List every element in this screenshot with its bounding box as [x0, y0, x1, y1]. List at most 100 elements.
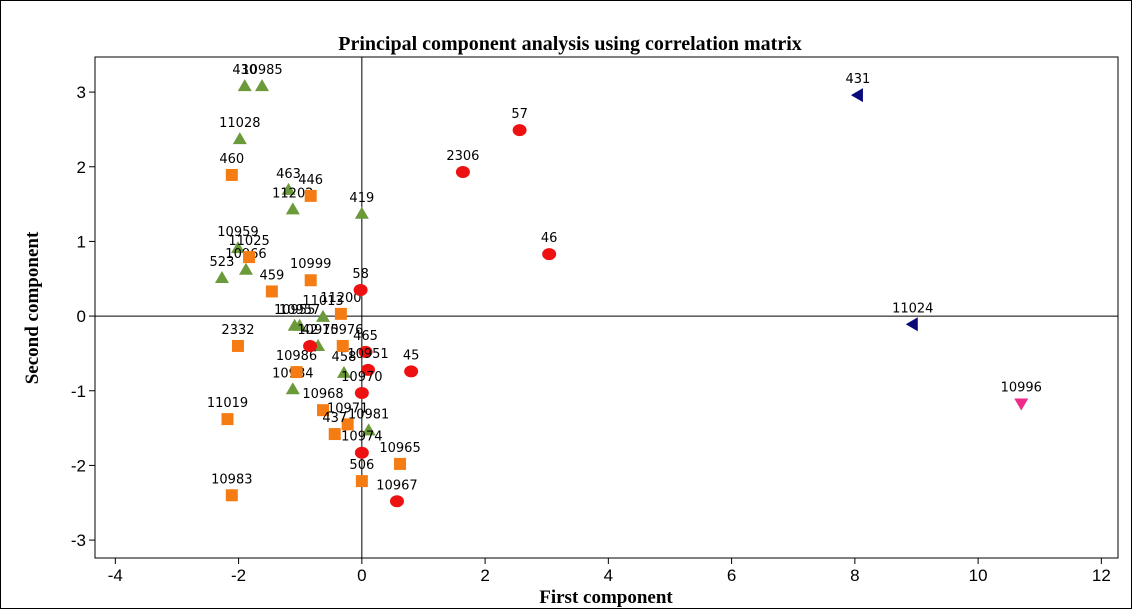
point-label: 430 — [232, 63, 257, 78]
y-tick-label: -2 — [71, 456, 86, 475]
x-tick-label: 0 — [357, 566, 366, 585]
point-label: 10996 — [1001, 380, 1042, 395]
point — [334, 307, 347, 320]
point-label: 10955 — [274, 303, 315, 318]
point — [281, 182, 296, 195]
x-tick-label: 10 — [969, 566, 988, 585]
x-tick-label: 8 — [850, 566, 859, 585]
point-label: 446 — [298, 173, 323, 188]
point-label: 10985 — [241, 63, 282, 78]
y-tick-label: -3 — [71, 531, 86, 550]
y-tick-label: -1 — [71, 382, 86, 401]
x-tick-label: 12 — [1092, 566, 1111, 585]
point — [230, 241, 245, 254]
point — [221, 413, 234, 426]
point-label: 10970 — [341, 370, 382, 385]
y-tick-label: 2 — [77, 158, 86, 177]
point — [285, 382, 300, 395]
x-tick-label: 2 — [480, 566, 489, 585]
point-label: 10968 — [302, 387, 343, 402]
point-label: 10967 — [376, 478, 417, 493]
point — [455, 165, 470, 178]
point-label: 431 — [846, 72, 871, 87]
point — [304, 189, 317, 202]
point-label: 2306 — [446, 149, 479, 164]
point-label: 10983 — [211, 472, 252, 487]
point-label: 11024 — [892, 301, 933, 316]
point — [290, 366, 303, 379]
point-label: 458 — [332, 350, 357, 365]
point — [336, 339, 349, 352]
point-label: 11019 — [207, 396, 248, 411]
point-label: 437 — [322, 411, 347, 426]
point — [542, 248, 557, 261]
point — [361, 423, 376, 436]
x-tick-label: -4 — [108, 566, 123, 585]
y-tick-label: 0 — [77, 307, 86, 326]
point — [225, 489, 238, 502]
chart-title: Principal component analysis using corre… — [338, 33, 802, 55]
point-label: 10959 — [217, 225, 258, 240]
point — [317, 404, 330, 417]
point-label: 11200 — [320, 291, 361, 306]
point — [238, 262, 253, 275]
point — [341, 418, 354, 431]
point-label: 42 — [302, 323, 319, 338]
point-label: 459 — [259, 268, 284, 283]
point-label: 463 — [276, 167, 301, 182]
point-label: 10981 — [348, 407, 389, 422]
point — [354, 386, 369, 399]
point-label: 11013 — [302, 294, 343, 309]
x-tick-label: 6 — [727, 566, 736, 585]
plot-frame — [94, 56, 1119, 559]
y-tick-label: 1 — [77, 232, 86, 251]
point — [304, 274, 317, 287]
x-tick-label: -2 — [231, 566, 246, 585]
point-label: 10971 — [327, 401, 368, 416]
point — [905, 317, 918, 332]
y-tick-label: 3 — [77, 83, 86, 102]
y-axis-label: Second component — [22, 231, 43, 384]
point — [292, 318, 307, 331]
point-label: 11028 — [219, 116, 260, 131]
point — [358, 345, 373, 358]
point — [316, 309, 331, 322]
point-label: 460 — [219, 152, 244, 167]
point — [237, 79, 252, 92]
point — [243, 251, 256, 264]
point — [265, 285, 278, 298]
point — [303, 339, 318, 352]
point — [232, 132, 247, 145]
x-tick-label: 4 — [604, 566, 613, 585]
point-label: 45 — [403, 348, 420, 363]
point-label: 46 — [541, 231, 558, 246]
point-label: 523 — [210, 255, 235, 270]
point — [214, 271, 229, 284]
point — [336, 365, 351, 378]
point-label: 10976 — [322, 323, 363, 338]
point — [255, 79, 270, 92]
point — [394, 457, 407, 470]
point-label: 10975 — [297, 323, 338, 338]
point — [225, 168, 238, 181]
point-label: 2332 — [221, 323, 254, 338]
point — [1014, 398, 1029, 411]
point — [354, 206, 369, 219]
point-label: 11202 — [272, 186, 313, 201]
point-label: 419 — [349, 191, 374, 206]
point — [850, 88, 863, 103]
point — [231, 339, 244, 352]
point — [355, 475, 368, 488]
point-label: 10986 — [276, 349, 317, 364]
point-label: 506 — [349, 458, 374, 473]
point-label: 11025 — [228, 234, 269, 249]
point — [328, 428, 341, 441]
point-label: 10965 — [379, 441, 420, 456]
point — [353, 283, 368, 296]
point-label: 465 — [353, 329, 378, 344]
point-label: 57 — [511, 107, 528, 122]
point-label: 10957 — [279, 303, 320, 318]
